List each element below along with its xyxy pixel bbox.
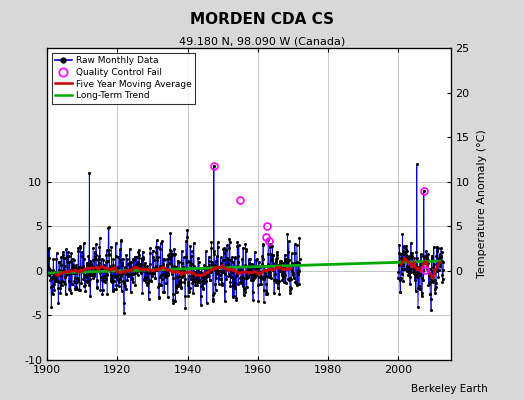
Legend: Raw Monthly Data, Quality Control Fail, Five Year Moving Average, Long-Term Tren: Raw Monthly Data, Quality Control Fail, … [52, 52, 195, 104]
Text: 49.180 N, 98.090 W (Canada): 49.180 N, 98.090 W (Canada) [179, 36, 345, 46]
Y-axis label: Temperature Anomaly (°C): Temperature Anomaly (°C) [476, 130, 487, 278]
Text: MORDEN CDA CS: MORDEN CDA CS [190, 12, 334, 27]
Text: Berkeley Earth: Berkeley Earth [411, 384, 487, 394]
